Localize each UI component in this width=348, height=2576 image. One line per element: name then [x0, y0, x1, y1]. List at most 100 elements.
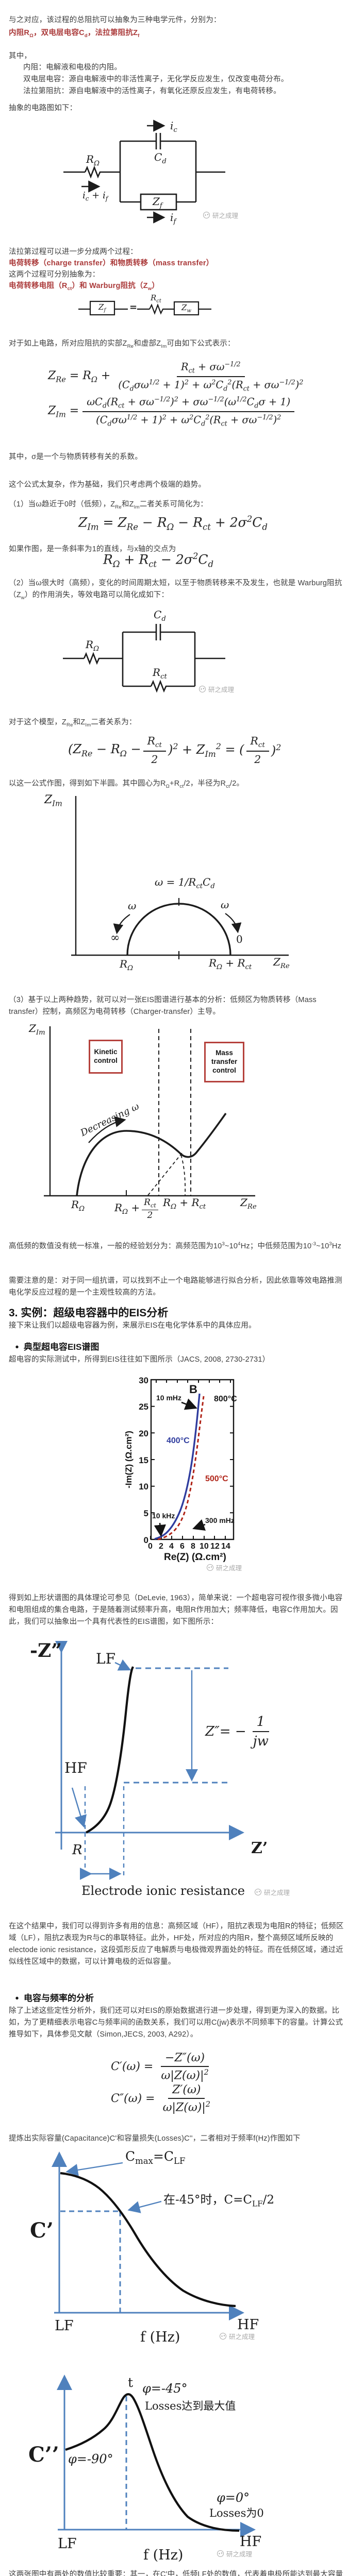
zw-label: Zw — [181, 303, 191, 314]
x-tick-14: 14 — [221, 1542, 230, 1551]
phi-zero-annotation: φ=0° — [217, 2490, 250, 2505]
x-axis-label: ZRe — [240, 1196, 257, 1211]
apex-frequency-label: ω = 1/RctCd — [155, 876, 215, 890]
annotation-10khz: 10 kHz — [152, 1512, 175, 1520]
cmax-annotation: Cmax=CLF — [125, 2149, 186, 2166]
y-tick-30: 30 — [139, 1376, 148, 1385]
numerator: Rct — [143, 735, 166, 752]
rct-label: Rct — [151, 293, 161, 304]
paragraph: （3）基于以上两种趋势，就可以对一张EIS图谱进行基本的分析：低频区为物质转移（… — [9, 996, 317, 1016]
circuit-wires — [63, 120, 225, 224]
y-axis-label: ZIm — [29, 1022, 45, 1037]
numerator: Rct — [246, 735, 269, 752]
denominator: (Cdσω1/2 + 1)2 + ω2Cd2(Rct + σω−1/2)2 — [96, 414, 281, 428]
watermark-text: 研之成理 — [264, 1889, 290, 1896]
kinetic-drawing — [44, 1026, 255, 1197]
y-tick-10: 10 — [139, 1482, 148, 1492]
axes — [44, 1026, 255, 1197]
formula-lhs: C″(ω) = — [111, 2092, 155, 2106]
losses-curve — [65, 2393, 240, 2532]
x-tick-8: 8 — [191, 1542, 195, 1551]
mass-transfer-control-label: Mass transfer control — [211, 1049, 238, 1074]
numerator: Rct + σω−1/2 — [177, 361, 245, 378]
watermark-icon — [220, 2333, 226, 2340]
subsection-label: 电容与频率的分析 — [23, 1993, 94, 2003]
losses-zero-annotation: Losses为0 — [209, 2507, 264, 2519]
impedance-curve — [86, 1666, 134, 1834]
fraction: Rct 2 — [143, 735, 166, 766]
capacitor-label: Cd — [154, 151, 167, 165]
resistor-symbol — [149, 303, 174, 315]
resistor-label: RΩ — [86, 153, 100, 167]
lf-arrow — [114, 1659, 131, 1671]
equals-sign: = — [129, 302, 138, 313]
x-tick-r-ohm-half-rct: RΩ + Rct 2 — [114, 1198, 158, 1220]
hf-label: HF — [64, 1759, 87, 1776]
numerator: Rct — [142, 1198, 158, 1210]
annotation-10mhz: 10 mHz — [156, 1394, 182, 1402]
y-axis-label: ZIm — [44, 793, 62, 808]
electrode-ionic-resistance-caption: Electrode ionic resistance — [81, 1884, 245, 1898]
watermark-badge: 研之成理 — [198, 684, 234, 694]
fraction: Z′(ω) ω|Z(ω)|2 — [159, 2083, 214, 2114]
watermark-text: 研之成理 — [212, 212, 239, 219]
x-axis-label: Re(Z) (Ω.cm²) — [164, 1552, 226, 1563]
semicircle-curve — [113, 898, 242, 959]
kinetic-control-label: Kinetic control — [94, 1048, 118, 1064]
paragraph: 需要注意的是：对于同一组抗谱，可以找到不止一个电路能够进行拟合分析，因此依靠等效… — [9, 1277, 342, 1297]
y-tick-20: 20 — [139, 1429, 148, 1438]
paragraph: 这两个过程可分别抽象为： — [9, 270, 100, 279]
annotation-400c: 400°C — [167, 1436, 190, 1445]
formula-lhs: ZRe = RΩ + — [48, 369, 111, 384]
fraction: Rct + σω−1/2 (Cdσω1/2 + 1)2 + ω2Cd2(Rct … — [114, 361, 307, 393]
y-tick-15: 15 — [139, 1455, 148, 1465]
axes — [71, 796, 289, 956]
x-axis-label: Z’ — [251, 1839, 268, 1857]
axes — [52, 2151, 244, 2320]
paragraph: 法拉第过程可以进一步分成两个过程： — [9, 248, 138, 256]
numerator: Z′(ω) — [168, 2083, 205, 2099]
formula-zim: ZIm = ωCd(Rct + σω−1/2)2 + σω−1/2(ω1/2Cd… — [48, 396, 295, 428]
resistor-label: RΩ — [86, 638, 99, 653]
denominator: 2 — [254, 753, 261, 766]
annotation-800c: 800°C — [214, 1395, 237, 1403]
current-ic-label: ic — [170, 120, 177, 134]
equivalence-drawing — [78, 300, 211, 316]
watermark-badge: 研之成理 — [203, 210, 238, 220]
bullet-icon: • — [15, 1993, 19, 2004]
label-part: RΩ + — [114, 1201, 140, 1216]
highlight-elements: 内阻RΩ，双电层电容Cd，法拉第阻抗Zf — [9, 29, 140, 39]
annotation-arrows — [154, 1398, 206, 1537]
watermark-text: 研之成理 — [226, 2551, 253, 2558]
impedance-box — [173, 301, 200, 316]
omega-label-right: ω — [221, 899, 229, 911]
circuit-wires — [63, 624, 225, 693]
formula-low-frequency: ZIm = ZRe − RΩ − Rct + 2σ2Cd — [78, 514, 268, 532]
watermark-badge: 研之成理 — [217, 2549, 252, 2558]
watermark-badge: 研之成理 — [206, 1563, 242, 1572]
list-item: 双电层电容：源自电解液中的非活性离子，无化学反应发生，仅改变电荷分布。 — [23, 75, 289, 83]
fraction: ωCd(Rct + σω−1/2)2 + σω−1/2(ω1/2Cdσ + 1)… — [82, 396, 295, 428]
formula-c-double-prime: C″(ω) = Z′(ω) ω|Z(ω)|2 — [111, 2083, 214, 2114]
paragraph: 抽象的电路图如下： — [9, 104, 77, 112]
denominator: ω|Z(ω)|2 — [161, 2069, 209, 2082]
bullet-icon: • — [15, 1342, 19, 1352]
x-tick-12: 12 — [210, 1542, 220, 1551]
minus45-annotation: 在-45°时，C=CLF/2 — [163, 2193, 275, 2209]
jacs-plot — [150, 1379, 235, 1540]
x-axis-label: ZRe — [273, 956, 290, 970]
paragraph: 在这个结果中，我们可以得到许多有用的信息：高频区域（HF），阻抗Z表现为电阻R的… — [9, 1922, 344, 1966]
peak-time-label: t — [128, 2375, 134, 2390]
formula-part: (ZRe − RΩ − — [68, 742, 141, 758]
formula-part: )2 + ZIm2 = ( — [168, 741, 244, 759]
hf-arrow — [71, 1787, 87, 1828]
construction-lines — [71, 1659, 228, 1880]
paragraph: 与之对应，该过程的总阻抗可以抽象为三种电学元件，分别为： — [9, 16, 221, 24]
x-axis-label: f (Hz) — [143, 2547, 184, 2563]
fraction: 1 jw — [249, 1714, 273, 1749]
y-tick-0: 0 — [143, 1535, 148, 1545]
capacitance-curve — [60, 2172, 236, 2308]
numerator: 1 — [252, 1714, 270, 1732]
denominator: 2 — [147, 1210, 153, 1221]
annotation-500c: 500°C — [205, 1475, 228, 1483]
